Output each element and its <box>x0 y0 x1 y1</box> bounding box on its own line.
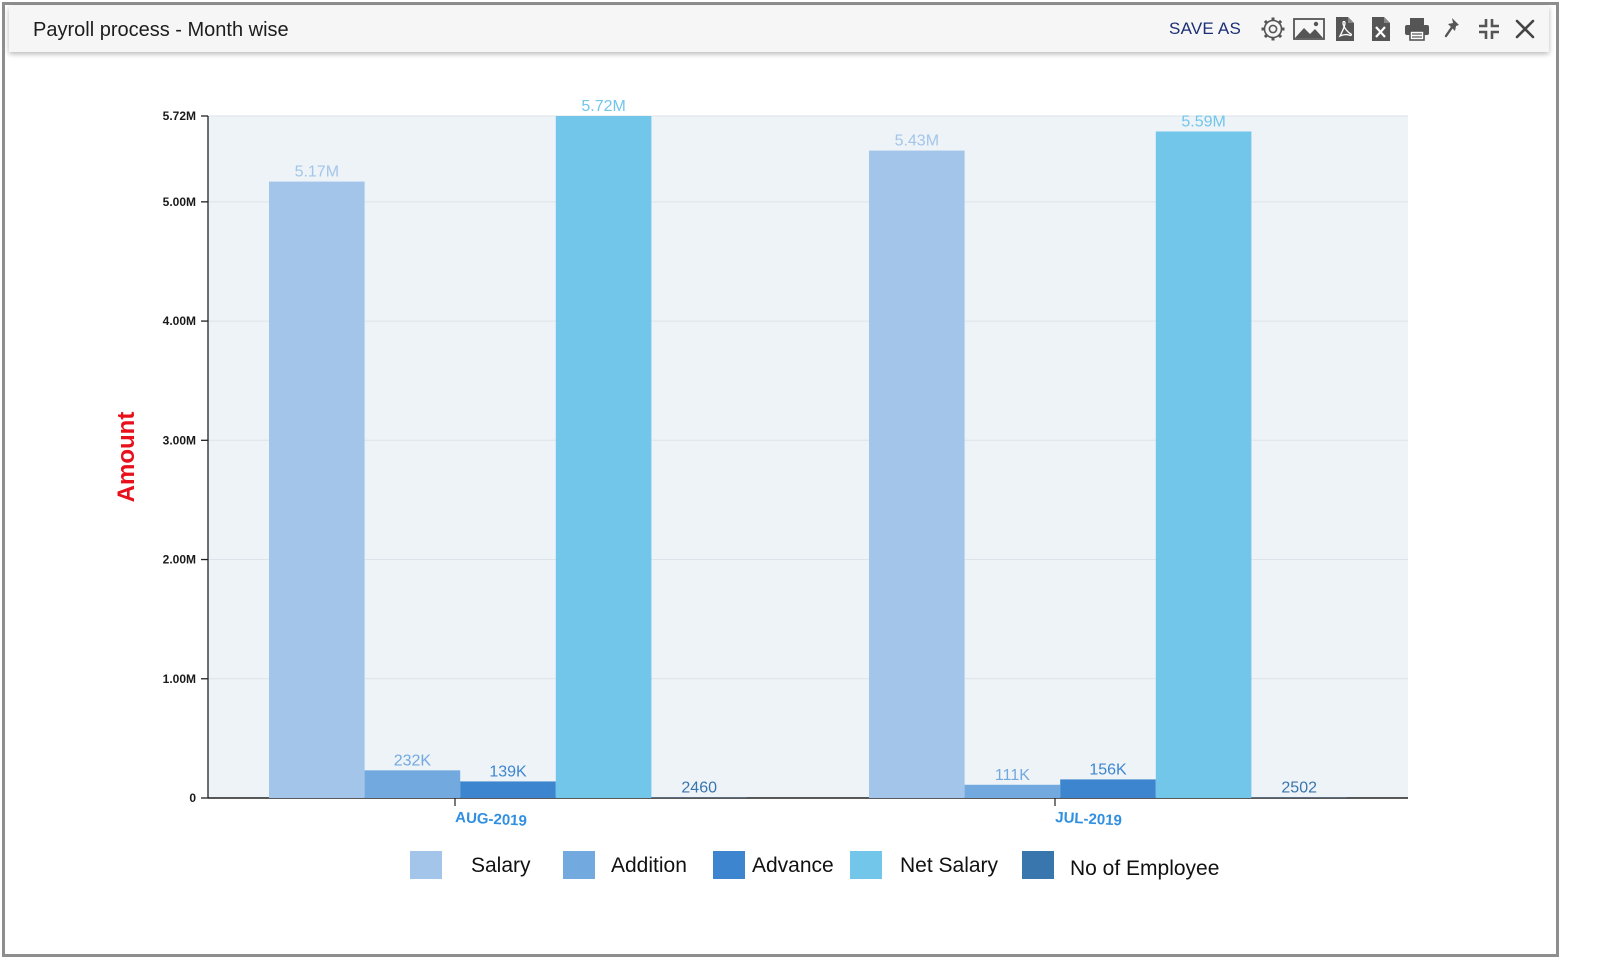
data-label: 2502 <box>1281 780 1317 797</box>
legend-swatch <box>850 851 882 879</box>
print-icon <box>1405 18 1429 41</box>
y-tick-label: 5.00M <box>163 195 196 209</box>
legend-swatch <box>563 851 595 879</box>
data-label: 156K <box>1089 761 1127 778</box>
bar-advance <box>460 781 556 798</box>
bar-net-salary <box>555 116 652 798</box>
y-tick-label: 5.72M <box>163 109 196 123</box>
y-tick-label: 0 <box>189 791 196 805</box>
collapse-icon <box>1479 19 1499 39</box>
excel-icon <box>1372 17 1390 41</box>
pin-button[interactable] <box>1435 6 1471 52</box>
gear-icon <box>1261 17 1285 41</box>
bar-chart: 0 1.00M 2.00M 3.00M 4.00M 5.00M 5.72M Amount 5.1… <box>113 98 1408 830</box>
print-button[interactable] <box>1399 6 1435 52</box>
toolbar: SAVE AS <box>1169 6 1549 52</box>
legend-swatch <box>713 851 745 879</box>
y-tick-label: 3.00M <box>163 433 196 447</box>
y-tick-label: 2.00M <box>163 553 196 567</box>
bar-addition <box>964 784 1061 798</box>
y-tick-label: 4.00M <box>163 314 196 328</box>
bar-net-salary <box>1155 131 1252 798</box>
data-label: 111K <box>995 767 1030 784</box>
y-axis-title: Amount <box>113 412 140 503</box>
data-label: 5.59M <box>1181 114 1225 131</box>
legend-label: No of Employee <box>1070 857 1220 880</box>
legend-label: Advance <box>752 854 834 877</box>
export-excel-button[interactable] <box>1363 6 1399 52</box>
legend-swatch <box>410 851 442 879</box>
bar-salary <box>869 150 965 799</box>
pdf-icon <box>1336 17 1354 41</box>
bar-advance <box>1060 779 1156 798</box>
window-title: Payroll process - Month wise <box>33 19 289 41</box>
save-as-button[interactable]: SAVE AS <box>1169 19 1241 38</box>
chart-area: 0 1.00M 2.00M 3.00M 4.00M 5.00M 5.72M Amount 5.1… <box>0 60 1600 960</box>
x-tick-label: AUG-2019 <box>455 809 527 830</box>
legend-label: Net Salary <box>900 854 999 877</box>
legend-label: Salary <box>471 854 531 877</box>
data-label: 5.43M <box>895 133 939 150</box>
x-tick-label: JUL-2019 <box>1055 809 1123 829</box>
image-icon <box>1293 18 1325 40</box>
bar-addition <box>364 770 461 798</box>
export-image-button[interactable] <box>1291 6 1327 52</box>
data-label: 5.17M <box>295 164 339 181</box>
data-label: 2460 <box>681 780 717 797</box>
y-tick-label: 1.00M <box>163 672 196 686</box>
legend-swatch <box>1022 851 1054 879</box>
close-button[interactable] <box>1507 6 1543 52</box>
data-label: 5.72M <box>581 98 625 115</box>
legend-label: Addition <box>611 854 687 877</box>
data-label: 232K <box>394 752 432 769</box>
title-bar: Payroll process - Month wise SAVE AS <box>9 6 1549 52</box>
collapse-button[interactable] <box>1471 6 1507 52</box>
bar-salary <box>269 181 365 799</box>
data-label: 139K <box>489 763 527 780</box>
pin-icon <box>1444 18 1459 38</box>
close-icon <box>1515 19 1535 39</box>
export-pdf-button[interactable] <box>1327 6 1363 52</box>
settings-button[interactable] <box>1255 6 1291 52</box>
